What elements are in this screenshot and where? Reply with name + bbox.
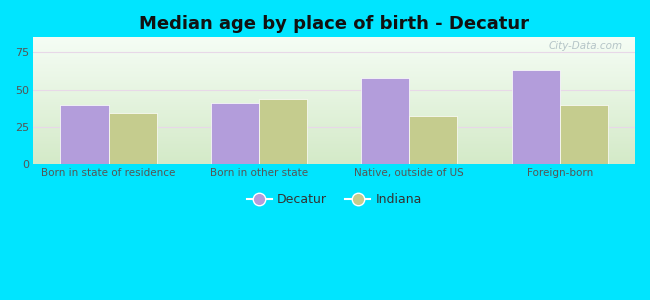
Text: City-Data.com: City-Data.com	[549, 41, 623, 51]
Bar	[361, 78, 410, 164]
Bar	[560, 104, 608, 164]
Bar	[259, 98, 307, 164]
Bar	[211, 103, 259, 164]
Bar	[410, 116, 458, 164]
Legend: Decatur, Indiana: Decatur, Indiana	[242, 188, 426, 211]
Title: Median age by place of birth - Decatur: Median age by place of birth - Decatur	[139, 15, 529, 33]
Bar	[60, 104, 109, 164]
Bar	[512, 70, 560, 164]
Bar	[109, 113, 157, 164]
